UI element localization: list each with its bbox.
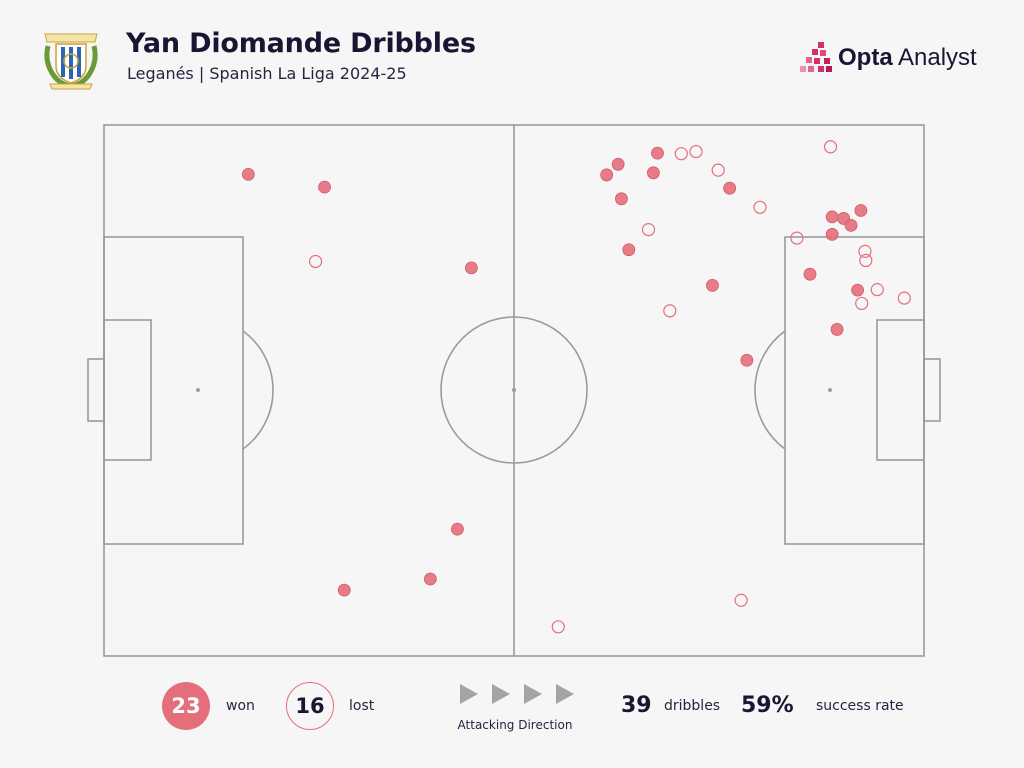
dribble-lost-point xyxy=(897,291,911,305)
dribble-won-point xyxy=(241,167,255,181)
dribble-won-point xyxy=(423,572,437,586)
dribble-won-point xyxy=(844,218,858,232)
dribble-lost-point xyxy=(858,244,872,258)
right-goal xyxy=(923,358,941,422)
lost-label: lost xyxy=(349,698,375,714)
dribble-lost-point xyxy=(859,253,873,268)
dribble-lost-point xyxy=(551,620,565,634)
leganes-crest-logo xyxy=(44,33,98,90)
dribble-won-point xyxy=(851,283,864,297)
dribble-won-point xyxy=(318,180,331,194)
attacking-direction-label: Attacking Direction xyxy=(457,718,573,732)
left-penalty-arc xyxy=(242,330,274,450)
dribble-won-point xyxy=(611,157,625,171)
dribble-lost-point xyxy=(308,254,323,269)
play-triangle-icon xyxy=(524,684,542,704)
left-goal xyxy=(87,358,105,422)
opta-analyst-logo xyxy=(800,42,832,72)
dribbles-total: 39 xyxy=(621,693,652,718)
play-triangle-icon xyxy=(556,684,574,704)
dribble-won-point xyxy=(740,353,754,367)
dribble-won-point xyxy=(600,168,614,182)
dribble-won-point xyxy=(706,278,719,292)
right-penalty-box xyxy=(784,236,925,545)
dribble-lost-point xyxy=(790,231,804,245)
success-rate-label: success rate xyxy=(816,698,904,714)
brand-name: Opta Analyst xyxy=(838,44,977,72)
dribbles-label: dribbles xyxy=(664,698,721,714)
dribble-won-point xyxy=(451,522,464,536)
centre-circle xyxy=(440,316,588,464)
dribble-won-point xyxy=(825,210,839,224)
lost-count-badge: 16 xyxy=(286,682,334,730)
dribble-lost-point xyxy=(641,223,656,237)
won-count-badge: 23 xyxy=(162,682,210,730)
dribble-won-point xyxy=(803,267,817,281)
left-six-yard-box xyxy=(103,319,152,461)
dribble-won-point xyxy=(854,204,868,217)
dribble-won-point xyxy=(337,583,351,597)
dribble-won-point xyxy=(723,181,737,195)
dribble-lost-point xyxy=(870,283,884,297)
dribble-lost-point xyxy=(855,296,869,311)
brand-name-bold: Opta xyxy=(838,44,893,71)
dribble-lost-point xyxy=(753,200,767,214)
right-penalty-arc xyxy=(754,330,786,450)
brand-name-light: Analyst xyxy=(892,44,977,71)
dribble-lost-point xyxy=(674,147,688,161)
attacking-direction-arrows xyxy=(460,684,574,704)
won-label: won xyxy=(226,698,255,714)
right-penalty-spot xyxy=(828,388,832,392)
dribble-points xyxy=(241,140,911,634)
dribble-lost-point xyxy=(663,304,677,318)
dribble-won-point xyxy=(825,227,839,241)
dribble-won-point xyxy=(615,192,628,206)
left-penalty-spot xyxy=(196,388,200,392)
dribble-won-point xyxy=(651,146,664,160)
play-triangle-icon xyxy=(492,684,510,704)
left-penalty-box xyxy=(103,236,244,545)
chart-subtitle: Leganés | Spanish La Liga 2024-25 xyxy=(127,64,407,83)
play-triangle-icon xyxy=(460,684,478,704)
dribble-lost-point xyxy=(823,140,838,154)
success-rate-value: 59% xyxy=(741,693,794,718)
right-six-yard-box xyxy=(876,319,925,461)
dribble-lost-point xyxy=(689,144,703,159)
dribble-won-point xyxy=(622,243,636,257)
dribble-won-point xyxy=(464,261,478,275)
centre-spot xyxy=(512,388,516,392)
dribble-won-point xyxy=(647,166,660,180)
dribble-lost-point xyxy=(734,593,748,607)
dribble-won-point xyxy=(830,323,844,336)
chart-title: Yan Diomande Dribbles xyxy=(126,28,476,59)
dribble-lost-point xyxy=(711,163,725,177)
